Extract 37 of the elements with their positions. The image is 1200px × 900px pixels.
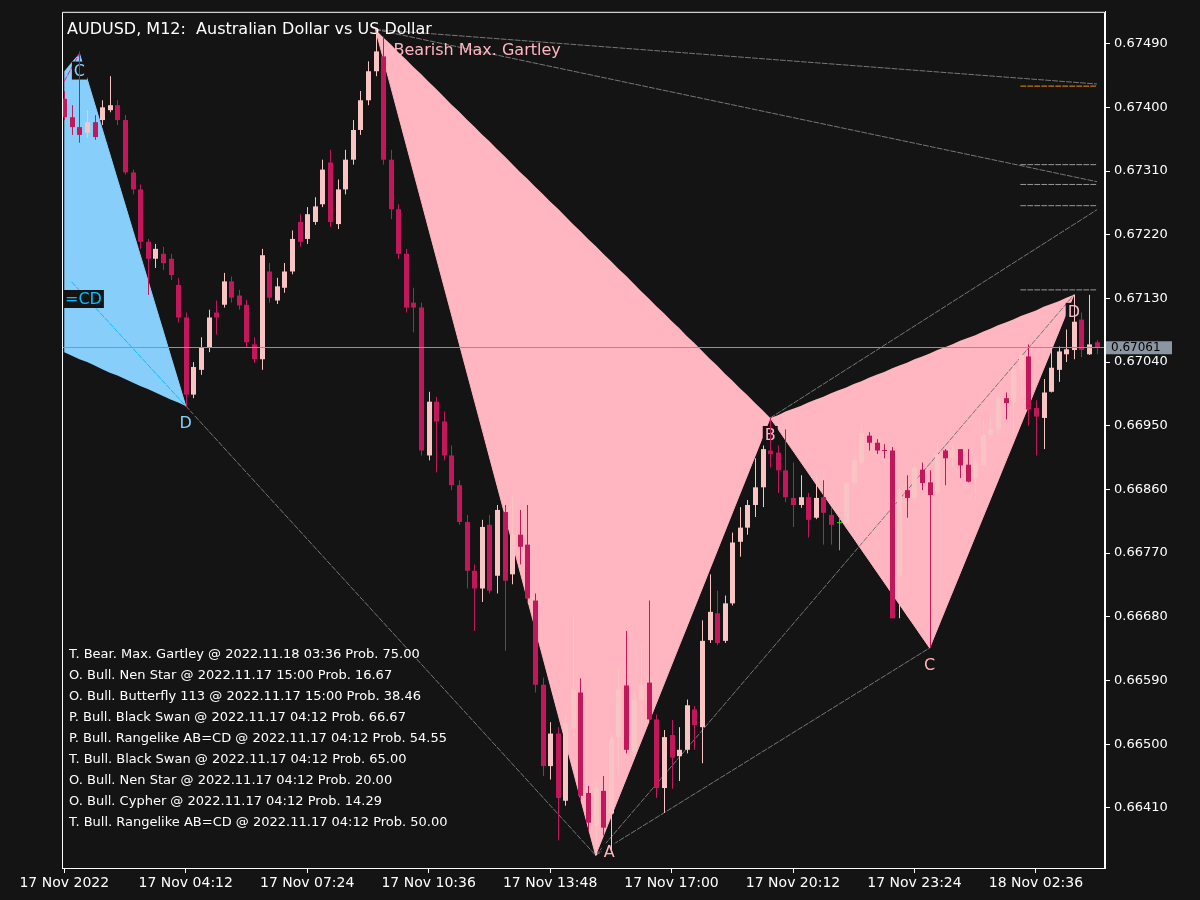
annotation: P. Bull. Black Swan @ 2022.11.17 04:12 Prob. 66.67 <box>69 709 406 724</box>
y-tick-label: 0.66410 <box>1114 799 1168 815</box>
text: AUDUSD, M12: Australian Dollar vs US Dollar <box>67 18 433 38</box>
x-tick-label: 17 Nov 17:00 <box>624 874 719 891</box>
data-label: =CD <box>65 289 102 309</box>
annotation: O. Bull. Butterfly 113 @ 2022.11.17 15:00 Prob. 38.46 <box>69 688 421 703</box>
data-label: A <box>603 842 615 862</box>
annotation: O. Bull. Cypher @ 2022.11.17 04:12 Prob. 14.29 <box>69 793 383 808</box>
data-label: C <box>924 654 936 674</box>
x-tick-label: 17 Nov 13:48 <box>502 874 598 891</box>
y-tick-label: 0.66950 <box>1114 417 1168 433</box>
y-tick-label: 0.67310 <box>1114 162 1168 178</box>
annotation: P. Bull. Rangelike AB=CD @ 2022.11.17 04:12 Prob. 54.55 <box>69 730 447 745</box>
y-tick-label: 0.66590 <box>1114 671 1168 687</box>
annotation: O. Bull. Nen Star @ 2022.11.17 04:12 Prob. 20.00 <box>69 772 393 787</box>
annotation: O. Bull. Nen Star @ 2022.11.17 15:00 Prob. 16.67 <box>69 667 393 682</box>
y-tick-label: 0.66860 <box>1114 480 1168 496</box>
y-tick-label: 0.67130 <box>1114 289 1168 305</box>
x-tick-label: 17 Nov 23:24 <box>867 874 962 891</box>
x-tick-label: 17 Nov 20:12 <box>745 874 841 891</box>
y-tick-label: 0.67400 <box>1114 98 1168 114</box>
y-tick-label: 0.67490 <box>1114 35 1168 51</box>
y-tick-label: 0.67220 <box>1114 226 1168 242</box>
data-label: D <box>179 412 192 432</box>
y-tick-label: 0.66680 <box>1114 608 1168 624</box>
y-tick-label: 0.66500 <box>1114 735 1168 751</box>
x-tick-label: 17 Nov 2022 <box>19 874 110 891</box>
x-tick-label: 18 Nov 02:36 <box>988 874 1084 891</box>
y-tick-label: 0.67040 <box>1114 353 1168 369</box>
x-tick-label: 17 Nov 04:12 <box>138 874 233 891</box>
annotation: T. Bull. Rangelike AB=CD @ 2022.11.17 04:12 Prob. 50.00 <box>68 814 448 829</box>
x-tick-label: 17 Nov 10:36 <box>381 874 476 891</box>
x-tick-label: 17 Nov 07:24 <box>259 874 355 891</box>
y-tick-label: 0.66770 <box>1114 544 1168 560</box>
annotation: T. Bear. Max. Gartley @ 2022.11.18 03:36 Prob. 75.00 <box>68 646 420 661</box>
ref-line-label: 0.67061 <box>1111 340 1161 355</box>
annotation: T. Bull. Black Swan @ 2022.11.17 04:12 Prob. 65.00 <box>68 751 407 766</box>
